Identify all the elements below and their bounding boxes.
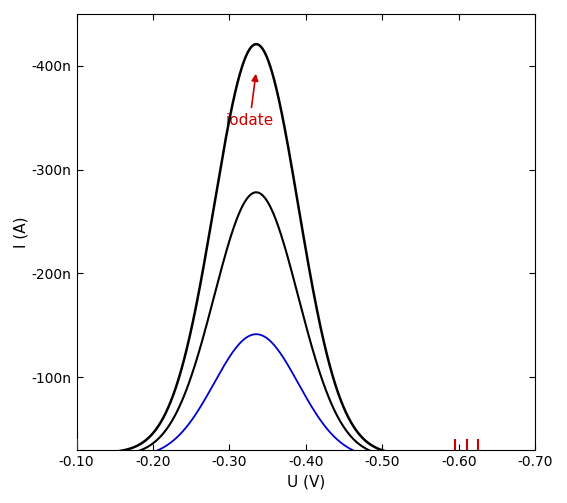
Text: iodate: iodate — [226, 75, 274, 128]
Y-axis label: I (A): I (A) — [14, 216, 29, 247]
X-axis label: U (V): U (V) — [287, 474, 325, 489]
